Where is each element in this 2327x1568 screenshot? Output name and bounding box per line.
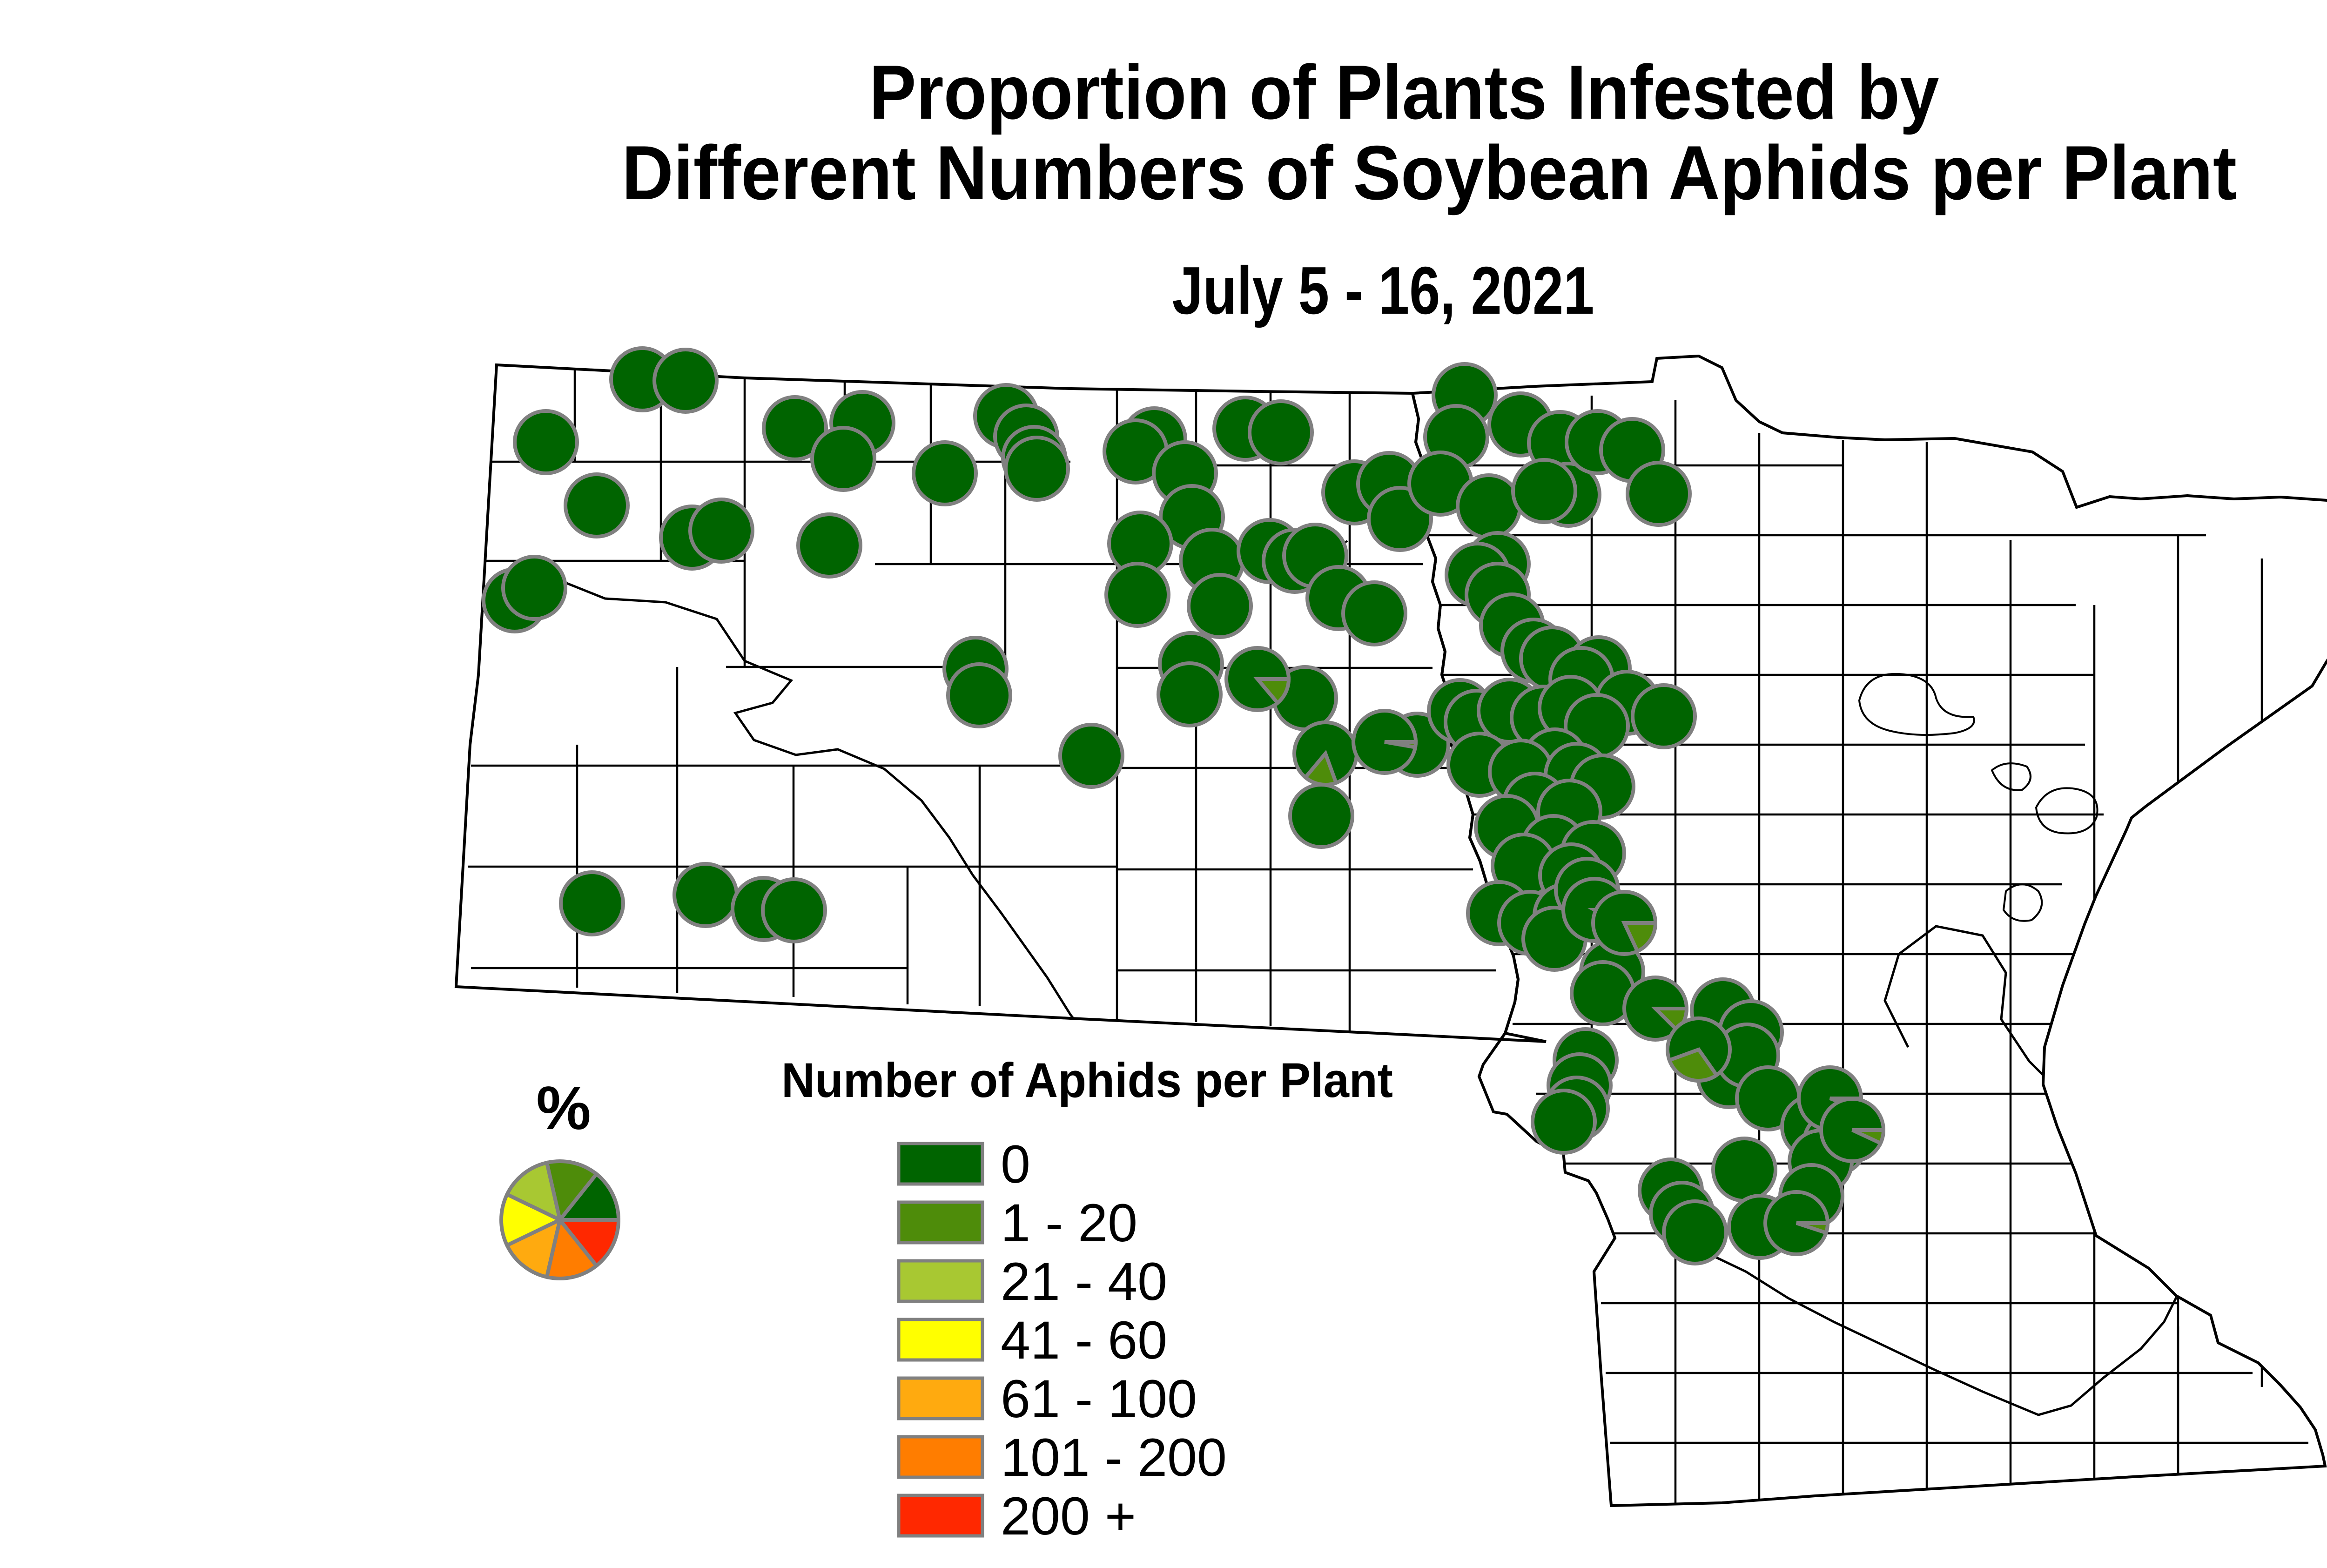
svg-text:Proportion of Plants Infested: Proportion of Plants Infested by — [869, 49, 1939, 135]
svg-text:41 - 60: 41 - 60 — [1001, 1311, 1167, 1370]
svg-text:July 5 - 16, 2021: July 5 - 16, 2021 — [1172, 253, 1594, 328]
svg-text:200 +: 200 + — [1001, 1487, 1136, 1546]
svg-text:%: % — [536, 1074, 591, 1142]
svg-text:1 - 20: 1 - 20 — [1001, 1193, 1137, 1253]
svg-text:101 - 200: 101 - 200 — [1001, 1428, 1227, 1487]
svg-text:61 - 100: 61 - 100 — [1001, 1369, 1197, 1429]
svg-text:Number of Aphids per Plant: Number of Aphids per Plant — [781, 1053, 1393, 1108]
svg-text:0: 0 — [1001, 1135, 1030, 1194]
svg-text:Different Numbers of Soybean A: Different Numbers of Soybean Aphids per … — [622, 130, 2237, 215]
svg-text:21 - 40: 21 - 40 — [1001, 1252, 1167, 1312]
